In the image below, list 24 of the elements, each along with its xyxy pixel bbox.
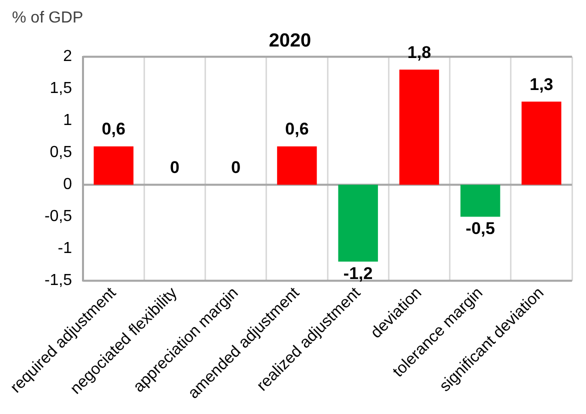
data-label: 1,8 [407, 42, 432, 62]
data-label: 0 [231, 158, 241, 177]
y-tick-label: -0,5 [44, 208, 72, 226]
bar [277, 146, 317, 185]
data-label: 0 [170, 158, 180, 177]
bar [522, 102, 562, 185]
bar [94, 146, 134, 185]
data-label: 0,6 [285, 120, 309, 139]
data-label: -1,2 [343, 264, 373, 283]
bar [399, 70, 440, 185]
y-tick-label: 2 [63, 48, 72, 66]
data-label: 1,3 [530, 74, 554, 94]
data-label: -0,5 [466, 218, 495, 238]
y-tick-label: 0,5 [50, 144, 72, 162]
y-tick-label: 1,5 [50, 80, 72, 98]
y-axis-title: % of GDP [12, 9, 84, 26]
y-tick-label: 0 [63, 176, 72, 194]
bar [338, 184, 378, 262]
y-tick-label: -1,5 [44, 272, 72, 290]
bar [460, 184, 500, 217]
chart-title: 2020 [268, 30, 312, 52]
y-tick-label: -1 [58, 240, 72, 258]
data-label: 0,6 [102, 120, 126, 139]
y-tick-label: 1 [63, 112, 72, 130]
